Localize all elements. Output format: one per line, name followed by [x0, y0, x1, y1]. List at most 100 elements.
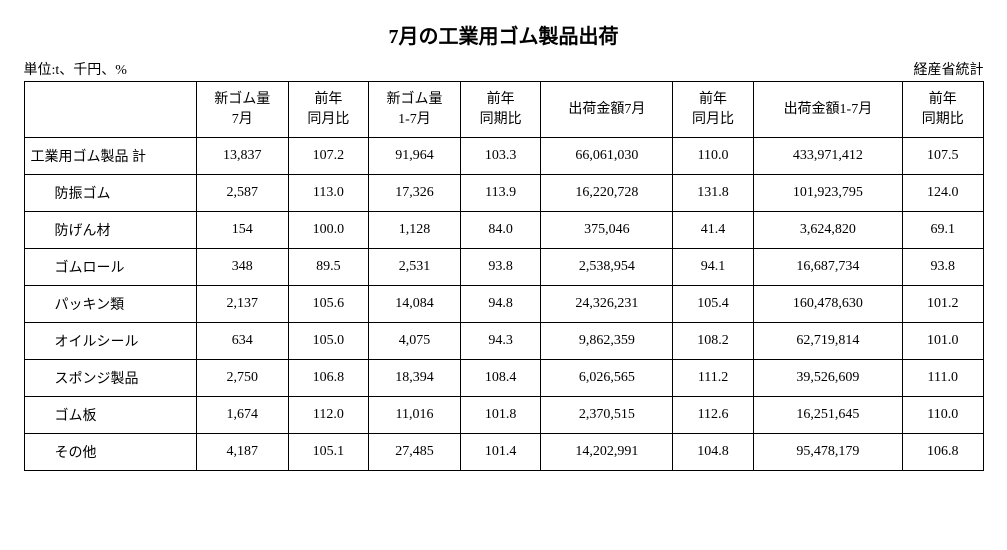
table-row: パッキン類2,137105.614,08494.824,326,231105.4…: [24, 286, 983, 323]
cell: 3,624,820: [753, 212, 902, 249]
col-header: 出荷金額7月: [541, 82, 673, 138]
cell: 101.0: [903, 323, 983, 360]
col-header-empty: [24, 82, 196, 138]
cell: 433,971,412: [753, 138, 902, 175]
col-header: 出荷金額1-7月: [753, 82, 902, 138]
col-header: 新ゴム量7月: [196, 82, 288, 138]
cell: 105.4: [673, 286, 753, 323]
cell: 69.1: [903, 212, 983, 249]
cell: 108.4: [460, 360, 540, 397]
cell: 113.0: [288, 175, 368, 212]
cell: 154: [196, 212, 288, 249]
cell: 101.4: [460, 434, 540, 471]
cell: 105.0: [288, 323, 368, 360]
col-header: 前年同月比: [673, 82, 753, 138]
cell: 2,750: [196, 360, 288, 397]
row-label: 工業用ゴム製品 計: [24, 138, 196, 175]
cell: 2,538,954: [541, 249, 673, 286]
cell: 91,964: [369, 138, 461, 175]
cell: 24,326,231: [541, 286, 673, 323]
cell: 2,137: [196, 286, 288, 323]
cell: 105.6: [288, 286, 368, 323]
page-title: 7月の工業用ゴム製品出荷: [24, 20, 984, 49]
cell: 101.2: [903, 286, 983, 323]
cell: 111.2: [673, 360, 753, 397]
table-body: 工業用ゴム製品 計13,837107.291,964103.366,061,03…: [24, 138, 983, 471]
cell: 27,485: [369, 434, 461, 471]
col-header: 前年同期比: [460, 82, 540, 138]
table-row: ゴム板1,674112.011,016101.82,370,515112.616…: [24, 397, 983, 434]
cell: 94.1: [673, 249, 753, 286]
cell: 94.8: [460, 286, 540, 323]
cell: 9,862,359: [541, 323, 673, 360]
cell: 112.0: [288, 397, 368, 434]
cell: 94.3: [460, 323, 540, 360]
meta-row: 単位:t、千円、% 経産省統計: [24, 59, 984, 79]
cell: 14,202,991: [541, 434, 673, 471]
row-label: 防振ゴム: [24, 175, 196, 212]
document-container: 7月の工業用ゴム製品出荷 単位:t、千円、% 経産省統計 新ゴム量7月前年同月比…: [24, 20, 984, 471]
cell: 89.5: [288, 249, 368, 286]
table-header-row: 新ゴム量7月前年同月比新ゴム量1-7月前年同期比出荷金額7月前年同月比出荷金額1…: [24, 82, 983, 138]
cell: 16,220,728: [541, 175, 673, 212]
cell: 16,687,734: [753, 249, 902, 286]
table-row: 防げん材154100.01,12884.0375,04641.43,624,82…: [24, 212, 983, 249]
cell: 41.4: [673, 212, 753, 249]
cell: 110.0: [903, 397, 983, 434]
source-label: 経産省統計: [914, 59, 984, 79]
cell: 16,251,645: [753, 397, 902, 434]
cell: 17,326: [369, 175, 461, 212]
cell: 107.2: [288, 138, 368, 175]
cell: 634: [196, 323, 288, 360]
cell: 11,016: [369, 397, 461, 434]
cell: 39,526,609: [753, 360, 902, 397]
cell: 93.8: [903, 249, 983, 286]
cell: 105.1: [288, 434, 368, 471]
cell: 62,719,814: [753, 323, 902, 360]
table-row: スポンジ製品2,750106.818,394108.46,026,565111.…: [24, 360, 983, 397]
cell: 93.8: [460, 249, 540, 286]
cell: 100.0: [288, 212, 368, 249]
col-header: 前年同月比: [288, 82, 368, 138]
cell: 66,061,030: [541, 138, 673, 175]
cell: 103.3: [460, 138, 540, 175]
cell: 131.8: [673, 175, 753, 212]
unit-label: 単位:t、千円、%: [24, 59, 127, 79]
row-label: 防げん材: [24, 212, 196, 249]
row-label: オイルシール: [24, 323, 196, 360]
data-table: 新ゴム量7月前年同月比新ゴム量1-7月前年同期比出荷金額7月前年同月比出荷金額1…: [24, 81, 984, 471]
table-row: 工業用ゴム製品 計13,837107.291,964103.366,061,03…: [24, 138, 983, 175]
cell: 4,187: [196, 434, 288, 471]
cell: 106.8: [288, 360, 368, 397]
table-row: 防振ゴム2,587113.017,326113.916,220,728131.8…: [24, 175, 983, 212]
cell: 84.0: [460, 212, 540, 249]
cell: 1,674: [196, 397, 288, 434]
cell: 110.0: [673, 138, 753, 175]
cell: 2,587: [196, 175, 288, 212]
cell: 4,075: [369, 323, 461, 360]
cell: 101.8: [460, 397, 540, 434]
cell: 95,478,179: [753, 434, 902, 471]
row-label: その他: [24, 434, 196, 471]
table-row: ゴムロール34889.52,53193.82,538,95494.116,687…: [24, 249, 983, 286]
table-row: オイルシール634105.04,07594.39,862,359108.262,…: [24, 323, 983, 360]
cell: 113.9: [460, 175, 540, 212]
cell: 111.0: [903, 360, 983, 397]
cell: 18,394: [369, 360, 461, 397]
cell: 112.6: [673, 397, 753, 434]
cell: 104.8: [673, 434, 753, 471]
row-label: ゴム板: [24, 397, 196, 434]
cell: 375,046: [541, 212, 673, 249]
cell: 2,370,515: [541, 397, 673, 434]
cell: 1,128: [369, 212, 461, 249]
row-label: パッキン類: [24, 286, 196, 323]
col-header: 新ゴム量1-7月: [369, 82, 461, 138]
cell: 107.5: [903, 138, 983, 175]
row-label: ゴムロール: [24, 249, 196, 286]
table-head: 新ゴム量7月前年同月比新ゴム量1-7月前年同期比出荷金額7月前年同月比出荷金額1…: [24, 82, 983, 138]
table-row: その他4,187105.127,485101.414,202,991104.89…: [24, 434, 983, 471]
cell: 348: [196, 249, 288, 286]
row-label: スポンジ製品: [24, 360, 196, 397]
cell: 101,923,795: [753, 175, 902, 212]
cell: 124.0: [903, 175, 983, 212]
